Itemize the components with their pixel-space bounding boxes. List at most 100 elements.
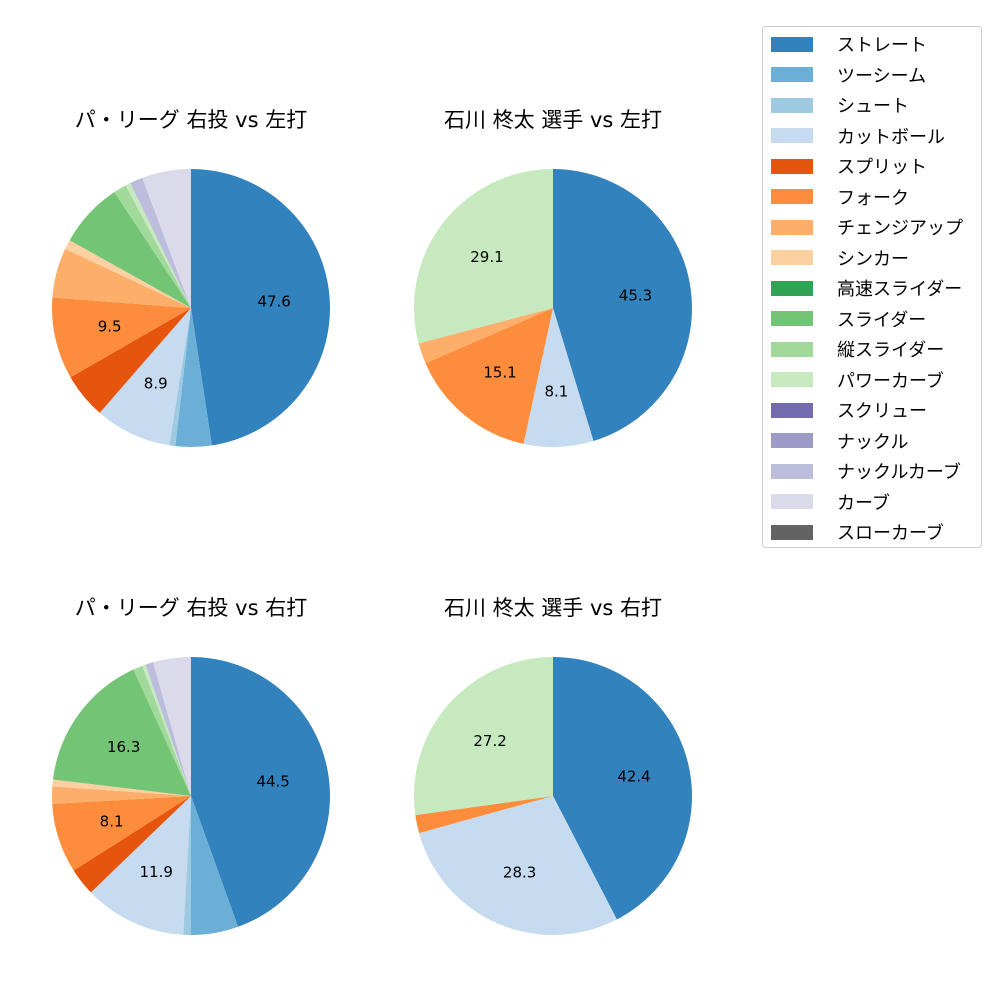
slice-value-label: 45.3: [619, 287, 652, 305]
pie-slice: [52, 297, 191, 378]
legend-swatch: [771, 463, 813, 479]
legend-swatch: [771, 280, 813, 296]
chart-title: パ・リーグ 右投 vs 右打: [74, 596, 308, 620]
legend-swatch: [771, 311, 813, 326]
pie-slice: [69, 192, 191, 308]
legend-swatch: [771, 341, 813, 357]
legend-swatch: [771, 494, 813, 509]
pie-slice: [191, 657, 331, 927]
pie-slice: [419, 796, 617, 935]
legend-swatch: [771, 189, 813, 204]
pie-slice: [99, 308, 191, 446]
legend-item: 縦スライダー: [771, 337, 944, 361]
legend-swatch: [771, 219, 813, 235]
pie-slice: [553, 657, 692, 920]
chart-title: 石川 柊太 選手 vs 左打: [443, 108, 663, 132]
legend-label: スライダー: [837, 309, 927, 331]
legend-item: シンカー: [771, 246, 909, 270]
legend-item: スプリット: [771, 154, 927, 178]
legend-label: シンカー: [837, 248, 909, 270]
slice-value-label: 15.1: [483, 363, 516, 381]
pie-slice: [142, 664, 191, 796]
slice-value-label: 27.2: [473, 732, 506, 750]
legend-swatch: [771, 67, 813, 82]
legend-item: ツーシーム: [771, 63, 926, 87]
pie-slice: [553, 169, 692, 441]
legend-swatch: [771, 372, 813, 387]
legend-label: 高速スライダー: [837, 279, 963, 300]
legend-label: ストレート: [837, 35, 927, 56]
chart-title: パ・リーグ 右投 vs 左打: [74, 108, 308, 132]
legend-item: スクリュー: [771, 398, 927, 422]
legend-swatch: [771, 250, 813, 265]
legend-item: チェンジアップ: [771, 215, 963, 239]
legend-item: フォーク: [771, 185, 909, 209]
legend-swatch: [771, 36, 813, 52]
slice-value-label: 8.1: [544, 382, 568, 400]
legend-label: スプリット: [837, 157, 927, 178]
legend-label: ツーシーム: [837, 65, 927, 87]
pie-slice: [191, 796, 239, 935]
legend-label: カットボール: [837, 126, 945, 148]
pie-slice: [425, 308, 553, 444]
legend-label: シュート: [837, 96, 909, 117]
legend-swatch: [771, 128, 813, 143]
slice-value-label: 47.6: [257, 293, 290, 311]
legend-item: カーブ: [771, 490, 890, 514]
pie-panel-league-vs-left: パ・リーグ 右投 vs 左打 47.6 8.9 9.5: [31, 100, 351, 460]
legend-label: ナックルカーブ: [837, 462, 961, 483]
pie-slice: [133, 665, 191, 796]
slice-value-label: 42.4: [617, 767, 650, 785]
legend-label: カーブ: [837, 492, 890, 514]
pie-slice: [114, 185, 191, 308]
legend-item: スローカーブ: [771, 520, 944, 544]
legend-item: パワーカーブ: [771, 368, 944, 392]
pie-chart: 42.4 28.3 27.2: [414, 657, 692, 935]
pie-slice: [52, 786, 191, 804]
slice-value-label: 16.3: [107, 738, 140, 756]
pie-slice: [153, 657, 191, 796]
pie-slice: [169, 308, 191, 447]
legend-item: 高速スライダー: [771, 276, 962, 300]
legend-label: ナックル: [837, 431, 909, 453]
legend-label: パワーカーブ: [837, 370, 944, 392]
slice-value-label: 28.3: [503, 863, 536, 881]
pie-chart: 47.6 8.9 9.5: [52, 169, 331, 448]
legend-swatch: [771, 158, 813, 174]
legend-label: フォーク: [837, 187, 909, 209]
pie-panel-player-vs-right: 石川 柊太 選手 vs 右打 42.4 28.3 27.2: [393, 588, 713, 948]
legend-label: 縦スライダー: [837, 340, 945, 361]
legend: ストレートツーシームシュートカットボール スプリットフォークチェンジアップシンカー…: [762, 26, 982, 548]
legend-swatch: [771, 524, 813, 540]
chart-title: 石川 柊太 選手 vs 右打: [443, 596, 663, 620]
legend-swatch: [771, 97, 813, 113]
pie-slice: [70, 308, 191, 413]
pie-slice: [90, 796, 191, 935]
pie-slice: [175, 308, 212, 448]
slice-value-label: 29.1: [470, 248, 503, 266]
slice-value-label: 8.9: [144, 375, 168, 393]
legend-item: カットボール: [771, 124, 945, 148]
pie-slice: [191, 169, 331, 446]
pie-chart: 44.5 11.9 8.1 16.3: [52, 657, 331, 935]
slice-value-label: 8.1: [100, 813, 124, 831]
pie-slice: [183, 796, 191, 935]
pie-slice: [414, 169, 553, 344]
slice-value-label: 9.5: [98, 317, 122, 335]
pie-slice: [142, 169, 191, 308]
pie-slice: [523, 308, 594, 447]
pie-slice: [125, 182, 191, 308]
legend-item: シュート: [771, 93, 909, 117]
legend-swatch: [771, 402, 813, 418]
pie-panel-league-vs-right: パ・リーグ 右投 vs 右打 44.5 11.9 8.1 16.3: [31, 588, 351, 948]
pie-slice: [52, 779, 191, 796]
legend-label: スローカーブ: [837, 523, 944, 544]
pie-slice: [65, 240, 191, 308]
pie-chart: 45.3 8.1 15.1 29.1: [414, 169, 692, 447]
pie-slice: [414, 657, 553, 816]
pie-slice: [130, 177, 191, 308]
pie-slice: [52, 669, 191, 796]
legend-item: ナックル: [771, 429, 908, 453]
pie-slice: [52, 796, 191, 871]
legend-item: ナックルカーブ: [771, 459, 961, 483]
